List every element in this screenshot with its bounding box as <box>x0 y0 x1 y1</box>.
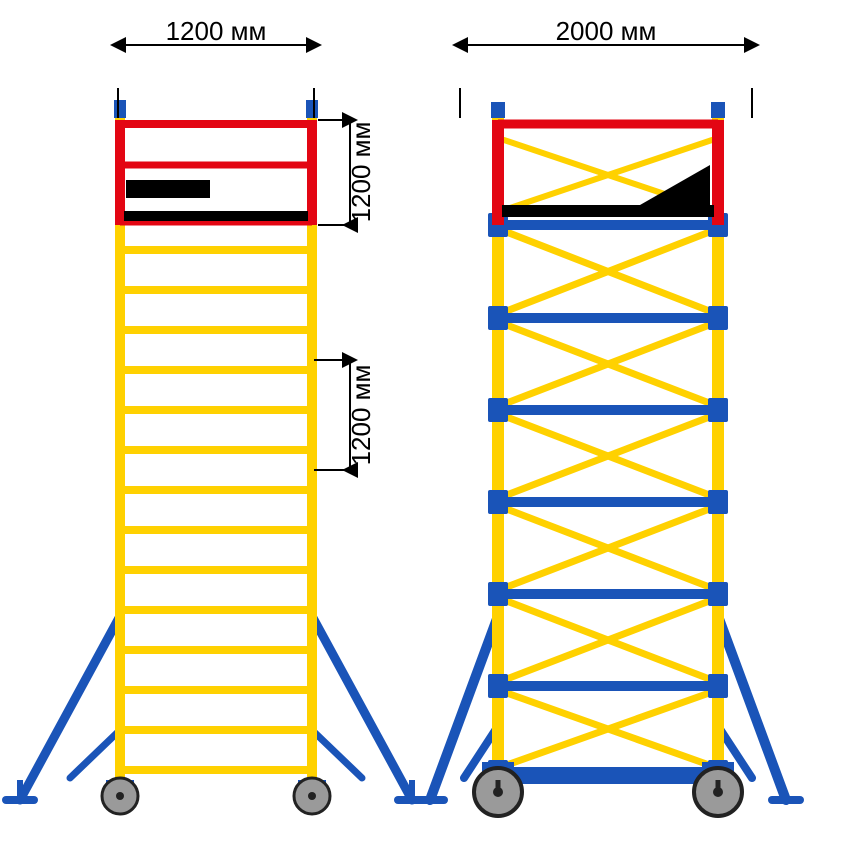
dim-top-left-label: 1200 мм <box>166 16 267 46</box>
side-view <box>416 102 800 816</box>
dim-side-upper: 1200 мм <box>318 120 376 225</box>
dim-top-left: 1200 мм <box>118 16 314 118</box>
dim-side-upper-label: 1200 мм <box>346 122 376 223</box>
dim-side-mid-label: 1200 мм <box>346 365 376 466</box>
dim-top-right-label: 2000 мм <box>556 16 657 46</box>
dimensions: 1200 мм 2000 мм 1200 мм 1200 мм <box>118 16 752 470</box>
dim-side-mid: 1200 мм <box>314 360 376 470</box>
front-red-guard <box>120 120 312 225</box>
